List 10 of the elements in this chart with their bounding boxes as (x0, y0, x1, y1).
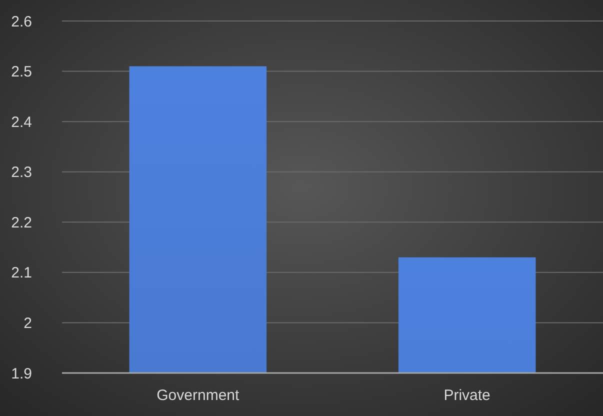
y-tick-label: 1.9 (11, 365, 32, 382)
y-tick-label: 2.3 (11, 164, 32, 182)
y-tick-label: 2.1 (11, 264, 32, 282)
y-tick-label: 2.4 (11, 114, 32, 131)
y-tick-label: 2.5 (11, 64, 32, 81)
y-tick-label: 2.6 (11, 13, 32, 30)
x-tick-label: Government (156, 387, 240, 404)
y-tick-label: 2.2 (11, 214, 32, 232)
y-tick-label: 2 (24, 314, 32, 332)
x-tick-label: Private (444, 387, 490, 404)
